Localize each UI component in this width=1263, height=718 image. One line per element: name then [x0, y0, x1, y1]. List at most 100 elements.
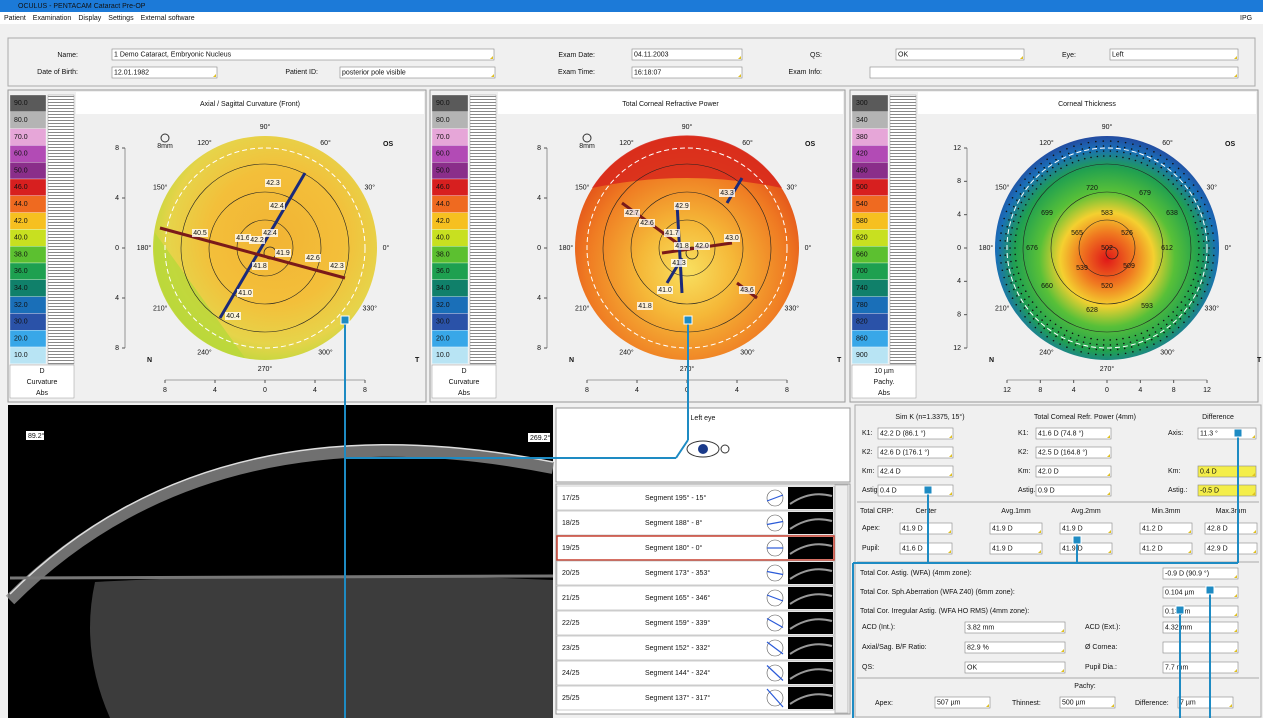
segment-row[interactable] [556, 685, 835, 711]
pachy-dot [1116, 343, 1118, 346]
scale-label: 38.0 [436, 251, 450, 258]
pachy-dot [1188, 315, 1190, 318]
pachy-dot [1005, 233, 1007, 235]
field-label: K1: [862, 430, 873, 437]
segment-row[interactable] [556, 585, 835, 611]
map-value-bg [305, 254, 321, 262]
map-value: 539 [1076, 265, 1088, 272]
pachy-dot [1180, 184, 1183, 187]
map-ring [180, 163, 350, 333]
scale-label: 20.0 [14, 335, 28, 342]
pachy-dot [1073, 348, 1075, 351]
map-value-bg [674, 202, 690, 210]
pachy-dot [1212, 254, 1215, 257]
pachy-dot [1102, 344, 1105, 346]
field [877, 446, 954, 459]
pachy-dot [1175, 314, 1178, 317]
pachy-dot [1197, 280, 1199, 282]
field-value: posterior pole visible [342, 69, 406, 76]
pachy-dot [1043, 327, 1046, 330]
pachy-dot [1129, 341, 1132, 343]
pachy-dot [1144, 341, 1147, 344]
pachy-dot [1009, 247, 1011, 249]
map-value: 660 [1041, 283, 1053, 290]
menu-bar [0, 12, 1263, 24]
pachy-dot [1051, 327, 1054, 330]
pachy-dot [1055, 335, 1057, 338]
pachy-dot [1176, 306, 1179, 308]
pachy-dot [1139, 348, 1141, 351]
crp-header: Min.3mm [1152, 508, 1181, 515]
scale-label: 380 [856, 134, 868, 141]
pachy-dot [1204, 275, 1206, 277]
pachy-dot [1157, 170, 1160, 173]
pachy-dot [1194, 207, 1197, 210]
map-title: Axial / Sagittal Curvature (Front) [200, 101, 300, 108]
field-corner [949, 435, 952, 438]
field-value: 41.9 D [902, 525, 923, 532]
scale-label: 660 [856, 251, 868, 258]
pachy-dot [1089, 151, 1091, 154]
scale-label: 32.0 [14, 302, 28, 309]
scale-label: 500 [856, 184, 868, 191]
axis-label: 4 [213, 387, 217, 394]
segment-row[interactable] [556, 485, 835, 511]
map-ring [1078, 219, 1136, 277]
pachy-dot [1134, 159, 1137, 162]
segment-row[interactable] [556, 560, 835, 586]
pachy-dot [1115, 338, 1118, 341]
pachy-dot [1116, 145, 1119, 148]
pachy-dot [1162, 319, 1165, 322]
field [869, 66, 1239, 79]
pachy-dot [1160, 166, 1163, 169]
segment-row[interactable] [556, 610, 835, 636]
pachy-dot [1057, 163, 1060, 165]
pachy-dot [1081, 148, 1084, 150]
pachy-dot [1016, 295, 1018, 297]
field-corner [1107, 492, 1110, 495]
menu-item: Settings [108, 15, 134, 22]
field-value: 0.4 D [880, 487, 897, 494]
pachy-dot [1077, 334, 1080, 337]
pachy-dot [1076, 154, 1078, 157]
pachy-dot [1109, 354, 1112, 356]
segment-row[interactable] [556, 660, 835, 686]
axis-label: 4 [957, 278, 961, 285]
map-title-bar [76, 92, 424, 114]
pachy-dot [1016, 266, 1018, 268]
pachy-dot [1159, 154, 1162, 157]
scale-label: 860 [856, 335, 868, 342]
pachy-dot [1140, 332, 1143, 335]
map-value: 41.0 [658, 287, 672, 294]
field-value: 1 Demo Cataract, Embryonic Nucleus [114, 51, 232, 58]
field-label: Total Cor. Sph.Aberration (WFA Z40) (6mm… [860, 589, 1015, 596]
pachy-dot [1190, 284, 1192, 287]
map-value: 593 [1141, 303, 1153, 310]
map-value-bg [192, 229, 208, 237]
pachy-dot [1202, 260, 1204, 263]
field-value: 41.9 D [1062, 525, 1083, 532]
field-value: 41.9 D [1062, 545, 1083, 552]
pachy-dot [1109, 150, 1112, 152]
axis-label: 8 [957, 178, 961, 185]
segment-angle [766, 688, 784, 708]
pachy-dot [1019, 301, 1022, 303]
pachy-dot [1015, 280, 1017, 282]
segment-index: 19/25 [562, 545, 580, 552]
eye-dot [720, 444, 730, 454]
segment-row[interactable] [556, 635, 835, 661]
pachy-dot [1077, 159, 1080, 162]
pachy-dot [1199, 273, 1202, 276]
pachy-dot [1188, 298, 1191, 301]
pachy-dot [1196, 303, 1199, 306]
pachy-dot [1136, 154, 1138, 157]
scale-label: 10.0 [14, 352, 28, 359]
pachy-dot [1017, 207, 1020, 210]
pachy-dot [1117, 353, 1119, 356]
segment-row[interactable] [556, 510, 835, 536]
field-corner [1229, 704, 1232, 707]
field [1035, 465, 1112, 478]
segment-row[interactable] [556, 535, 835, 561]
pachy-dot [1095, 145, 1098, 148]
field [964, 661, 1066, 674]
